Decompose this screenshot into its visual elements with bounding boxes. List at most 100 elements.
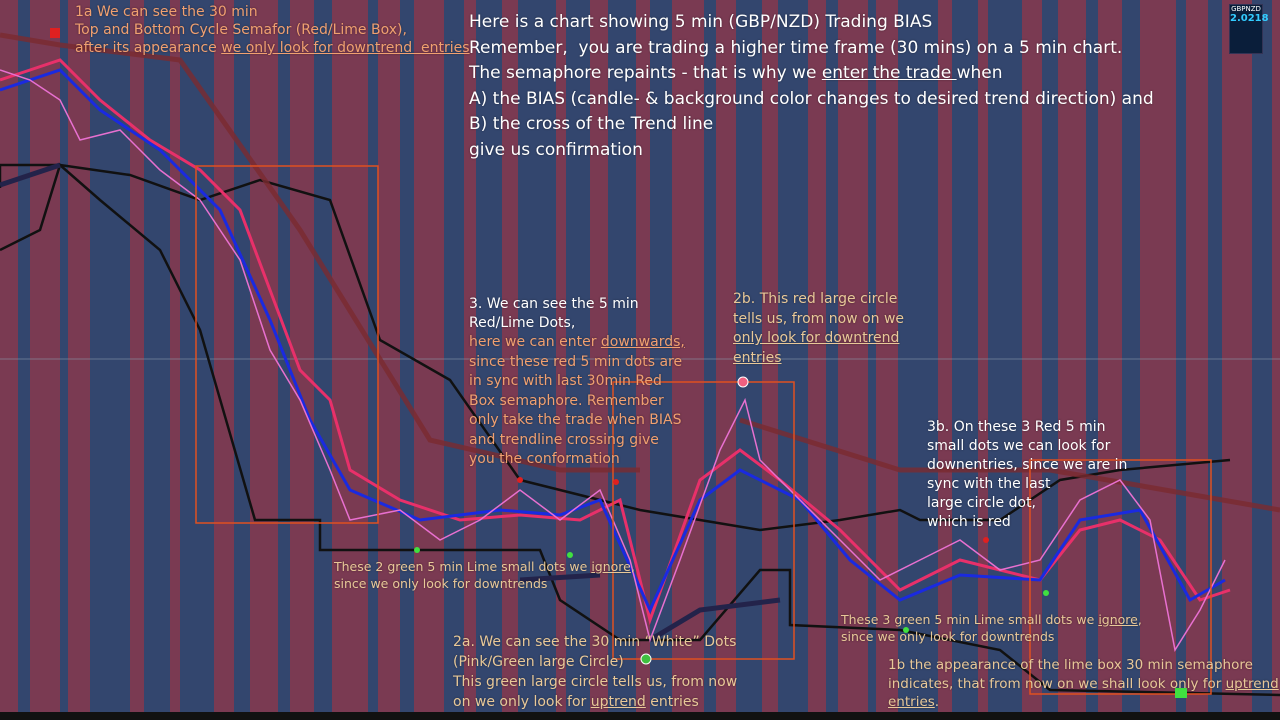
text-segment: when [956,63,1003,83]
annotation-line: B) the cross of the Trend line [469,112,1154,138]
bias-stripe [414,0,444,720]
bias-stripe [938,0,952,720]
annotation-line: you the conformation [469,450,685,470]
text-segment: 1b the appearance of the lime box 30 min… [888,657,1253,673]
annotation-line: on we only look for uptrend entries [453,692,737,712]
text-segment: 1a We can see the 30 min [75,4,258,20]
bias-stripe [650,0,672,720]
bias-stripe [716,0,736,720]
annotation-line: This green large circle tells us, from n… [453,672,737,692]
text-segment: 2a. We can see the 30 min “White” Dots [453,634,737,650]
text-segment: downentries, since we are in [927,457,1128,473]
bias-stripe [400,0,414,720]
annotation-line: since these red 5 min dots are [469,353,685,373]
bias-stripe [1186,0,1208,720]
bias-stripe [978,0,988,720]
annotation-line: 3. We can see the 5 min [469,295,639,314]
annotation: 1a We can see the 30 min Top and Bottom C… [75,3,470,57]
text-segment: , [630,559,635,574]
bias-stripe [278,0,290,720]
annotation-line: since we only look for downtrends [841,628,1142,645]
bias-stripe [808,0,826,720]
annotation-line: These 2 green 5 min Lime small dots we i… [334,558,635,575]
bias-stripe [378,0,400,720]
bias-stripe [68,0,90,720]
symbol-panel: GBPNZD 2.0218 [1229,4,1269,54]
text-segment: entries [645,694,699,710]
text-segment: after its appearance [75,40,222,56]
bias-stripe [876,0,898,720]
bias-stripe [290,0,314,720]
text-segment: 3b. On these 3 Red 5 min [927,419,1106,435]
annotation-line: Red/Lime Dots, [469,314,639,333]
annotation: 3b. On these 3 Red 5 min small dots we ca… [927,418,1127,532]
bias-stripe [0,0,18,720]
annotation-line: Top and Bottom Cycle Semafor (Red/Lime B… [75,21,470,39]
text-segment: you the conformation [469,451,620,467]
annotation-line: 3b. On these 3 Red 5 min [927,418,1127,437]
annotation: These 3 green 5 min Lime small dots we i… [841,611,1142,645]
text-segment: on we only look for [453,694,591,710]
bias-stripe [778,0,808,720]
bias-stripe [170,0,180,720]
annotation: 3. We can see the 5 min Red/Lime Dots, [469,295,639,333]
bias-stripe [464,0,476,720]
text-segment: indicates, that from now on we shall loo… [888,675,1226,692]
text-segment: which is red [927,514,1011,530]
bias-stripe [1086,0,1098,720]
text-segment: Top and Bottom Cycle Semafor (Red/Lime B… [75,22,407,38]
bias-stripe [476,0,502,720]
annotation-line: and trendline crossing give [469,431,685,451]
annotation: here we can enter downwards, since these … [469,333,685,470]
text-segment: ignore [1098,612,1138,627]
bias-stripe [590,0,608,720]
bias-stripe [234,0,250,720]
text-segment: we only look for downtrend entries [221,40,470,56]
text-segment: since we only look for downtrends [334,576,548,591]
text-segment: here we can enter [469,334,601,350]
annotation-line: which is red [927,513,1127,532]
text-segment: downwards, [600,334,685,350]
annotation-line: A) the BIAS (candle- & background color … [469,87,1154,113]
text-segment: uptrend [1225,675,1279,692]
bias-stripe [30,0,60,720]
annotation-line: only take the trade when BIAS [469,411,685,431]
annotation-line: indicates, that from now on we shall loo… [888,675,1279,694]
text-segment: tells us, from now on we [733,310,905,327]
bias-stripe [1098,0,1122,720]
annotation-line: (Pink/Green large Circle) [453,652,737,672]
bias-stripe [1208,0,1222,720]
annotation-line: 2b. This red large circle [733,290,904,310]
text-segment: large circle dot, [927,495,1037,511]
text-segment: only take the trade when BIAS [469,412,682,428]
bias-stripe [556,0,566,720]
annotation-line: These 3 green 5 min Lime small dots we i… [841,611,1142,628]
annotation-line: after its appearance we only look for do… [75,39,470,57]
bias-stripe [444,0,464,720]
bias-stripe [1122,0,1140,720]
text-segment: small dots we can look for [927,438,1111,454]
bias-stripe [130,0,144,720]
bias-stripe [1222,0,1252,720]
text-segment: This green large circle tells us, from n… [453,674,738,690]
annotation: Here is a chart showing 5 min (GBP/NZD) … [469,10,1154,163]
bias-stripe [502,0,518,720]
text-segment: ignore [591,559,631,574]
bias-stripe [736,0,762,720]
text-segment: , [1137,612,1142,627]
bias-stripe [636,0,650,720]
annotation-line: only look for downtrend [733,329,904,349]
text-segment: 2b. This red large circle [733,291,898,307]
text-segment: Remember, you are trading a higher time … [469,37,1123,58]
annotation-line: tells us, from now on we [733,310,904,330]
bias-stripe [1140,0,1176,720]
bias-stripe [368,0,378,720]
text-segment: entries [888,694,935,710]
text-segment: since these red 5 min dots are [469,353,683,370]
annotation-line: entries. [888,693,1279,712]
annotation-line: The semaphore repaints - that is why we … [469,61,1154,87]
bias-stripe [1176,0,1186,720]
annotation-line: in sync with last 30min Red [469,372,685,392]
